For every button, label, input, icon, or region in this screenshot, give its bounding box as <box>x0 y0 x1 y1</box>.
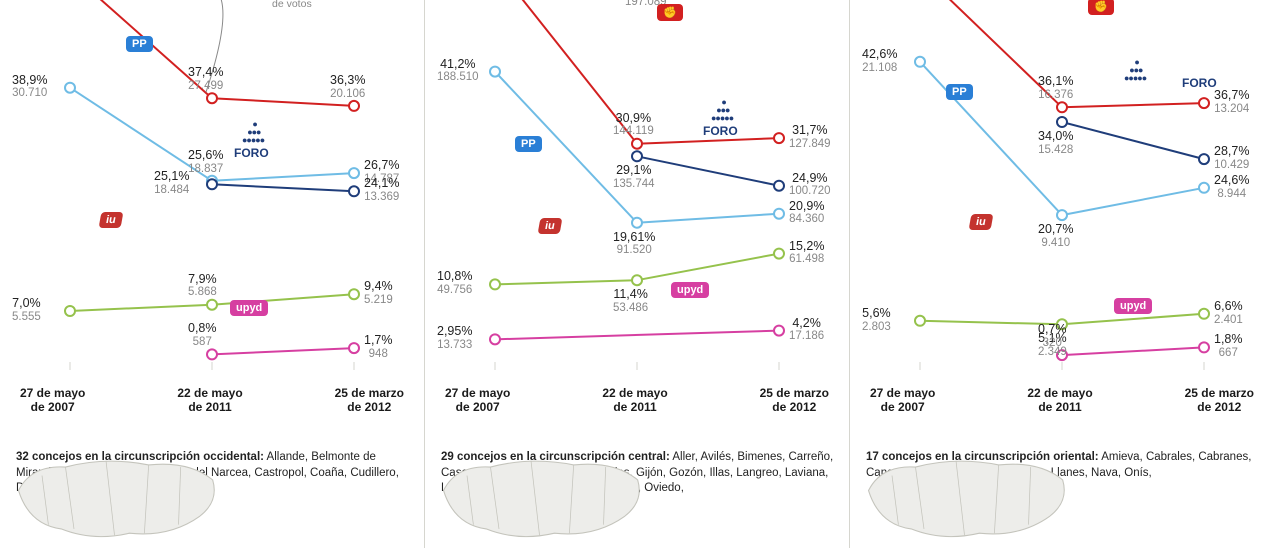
foro-icon: ● ●●●●●●●● <box>1124 58 1146 82</box>
pp-logo: PP <box>515 136 542 152</box>
x-tick-label: 22 de mayode 2011 <box>177 386 242 426</box>
upyd-logo: upyd <box>1114 298 1152 314</box>
upyd-logo: upyd <box>671 282 709 298</box>
map-outline <box>860 450 1073 546</box>
x-tick-label: 22 de mayode 2011 <box>1027 386 1092 426</box>
x-tick-label: 25 de marzode 2012 <box>760 386 829 426</box>
datapoint-label: 36,1%16.376 <box>1038 75 1073 101</box>
map-block: 29 concejos en la circunscripción centra… <box>435 450 839 550</box>
datapoint-label: 7,0%5.555 <box>12 297 41 323</box>
datapoint-label: 20,9%84.360 <box>789 200 824 226</box>
datapoint-label: 31,7%127.849 <box>789 124 831 150</box>
datapoint-label: 24,6%8.944 <box>1214 174 1249 200</box>
datapoint-label: 19,61%91.520 <box>613 231 655 257</box>
x-tick-label: 27 de mayode 2007 <box>445 386 510 426</box>
x-tick-label: 22 de mayode 2011 <box>602 386 667 426</box>
map-block: 32 concejos en la circunscripción occide… <box>10 450 414 550</box>
datapoint-label: 42,6%21.108 <box>862 48 897 74</box>
datapoint-label: 7,9%5.868 <box>188 273 217 299</box>
iu-logo: iu <box>99 212 124 228</box>
datapoint-label: 1,7%948 <box>364 334 393 360</box>
foro-logo: FORO <box>697 122 744 140</box>
datapoint-label: 41,2%188.510 <box>437 58 479 84</box>
chart-area: 30,9%144.11931,7%127.84941,2%188.51019,6… <box>445 0 829 380</box>
datapoint-label: 10,8%49.756 <box>437 270 472 296</box>
x-tick-label: 25 de marzode 2012 <box>335 386 404 426</box>
datapoint-label: 9,4%5.219 <box>364 280 393 306</box>
map-block: 17 concejos en la circunscripción orient… <box>860 450 1264 550</box>
x-tick-label: 27 de mayode 2007 <box>870 386 935 426</box>
datapoint-label: 30,9%144.119 <box>613 112 654 138</box>
iu-logo: iu <box>969 214 994 230</box>
upyd-logo: upyd <box>230 300 268 316</box>
foro-icon: ● ●●●●●●●● <box>242 120 264 144</box>
datapoint-label: 38,9%30.710 <box>12 74 47 100</box>
panel-occidental: 37,4%27.499 36,3%20.106 38,9%30.710 25,6%18… <box>0 0 425 548</box>
psoe-logo: ✊ <box>657 4 683 21</box>
datapoint-label: 6,6%2.401 <box>1214 300 1243 326</box>
datapoint-label: 24,1%13.369 <box>364 177 399 203</box>
chart-area: 37,4%27.49936,3%20.10638,9%30.71025,6%18… <box>20 0 404 380</box>
x-tick-label: 25 de marzode 2012 <box>1185 386 1254 426</box>
datapoint-label: 24,9%100.720 <box>789 172 831 198</box>
datapoint-label: 15,2%61.498 <box>789 240 824 266</box>
x-tick-label: 27 de mayode 2007 <box>20 386 85 426</box>
x-axis: 27 de mayode 2007 22 de mayode 2011 25 de … <box>20 386 404 426</box>
map-outline <box>10 450 223 546</box>
panel-central: 30,9%144.119 31,7%127.849 41,2%188.510 19,6… <box>425 0 850 548</box>
datapoint-label: 29,1%135.744 <box>613 164 655 190</box>
datapoint-label: 11,4%53.486 <box>613 288 648 314</box>
datapoint-label: 28,7%10.429 <box>1214 145 1249 171</box>
datapoint-label: 25,1%18.484 <box>154 170 189 196</box>
foro-icon: ● ●●●●●●●● <box>711 98 733 122</box>
datapoint-label: 1,8%667 <box>1214 333 1243 359</box>
datapoint-label: 2,95%13.733 <box>437 325 472 351</box>
datapoint-label: 34,0%15.428 <box>1038 130 1073 156</box>
datapoint-label: 25,6%18.837 <box>188 149 223 175</box>
iu-logo: iu <box>538 218 563 234</box>
panel-oriental: 36,1%16.376 36,7%13.204 42,6%21.108 20,7%9.… <box>850 0 1274 548</box>
x-axis: 27 de mayode 2007 22 de mayode 2011 25 de … <box>870 386 1254 426</box>
foro-logo: FORO <box>1176 74 1223 92</box>
datapoint-label: 36,7%13.204 <box>1214 89 1249 115</box>
datapoint-label: 5,6%2.803 <box>862 307 891 333</box>
map-outline <box>435 450 648 546</box>
datapoint-label: 0,7%320 <box>1038 323 1067 349</box>
datapoint-label: 36,3%20.106 <box>330 74 365 100</box>
pp-logo: PP <box>946 84 973 100</box>
votes-note: de votos <box>272 0 312 10</box>
datapoint-label: 20,7%9.410 <box>1038 223 1073 249</box>
pp-logo: PP <box>126 36 153 52</box>
datapoint-label: 37,4%27.499 <box>188 66 223 92</box>
datapoint-label: 4,2%17.186 <box>789 317 824 343</box>
foro-logo: FORO <box>228 144 275 162</box>
psoe-logo: ✊ <box>1088 0 1114 15</box>
x-axis: 27 de mayode 2007 22 de mayode 2011 25 de … <box>445 386 829 426</box>
datapoint-label: 0,8%587 <box>188 322 217 348</box>
chart-area: 36,1%16.37636,7%13.20442,6%21.10820,7%9.… <box>870 0 1254 380</box>
